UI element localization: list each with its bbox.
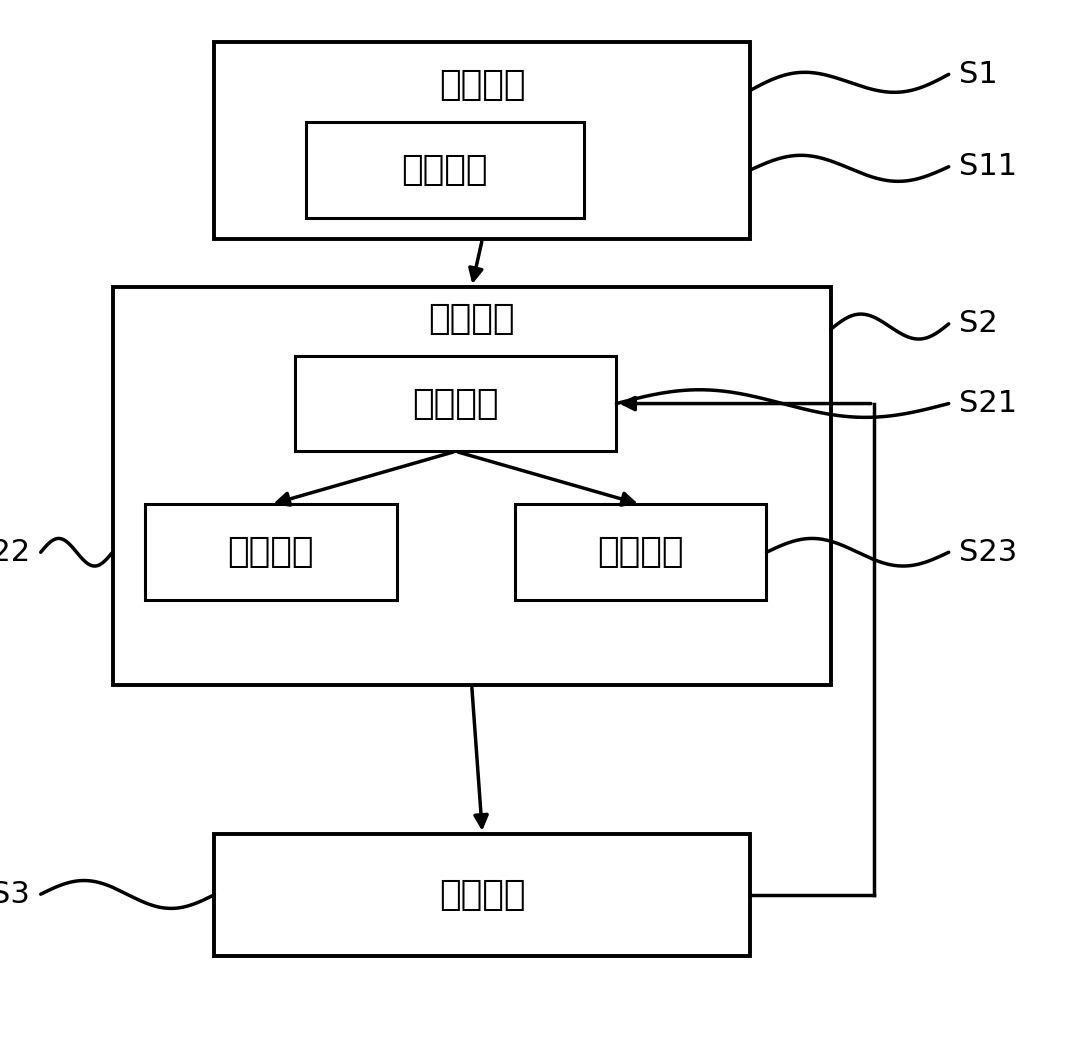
Text: 标签监控: 标签监控	[440, 877, 525, 912]
Text: 标签添加: 标签添加	[597, 535, 684, 569]
Bar	[295, 356, 616, 451]
Text: 标签配置: 标签配置	[429, 302, 515, 336]
Bar	[214, 834, 750, 956]
Text: 标签启动: 标签启动	[440, 68, 525, 102]
Text: 阈値判断: 阈値判断	[413, 387, 498, 421]
Text: S21: S21	[959, 389, 1017, 418]
Text: S3: S3	[0, 879, 30, 909]
Text: 节点影射: 节点影射	[402, 153, 488, 187]
Text: S2: S2	[959, 309, 998, 339]
Bar	[214, 42, 750, 239]
Bar	[306, 122, 584, 218]
Text: 标签删除: 标签删除	[227, 535, 314, 569]
Bar	[515, 504, 766, 600]
Bar	[113, 287, 831, 685]
Text: S23: S23	[959, 537, 1017, 567]
Text: S22: S22	[0, 537, 30, 567]
Text: S11: S11	[959, 152, 1017, 182]
Text: S1: S1	[959, 59, 998, 89]
Bar	[145, 504, 397, 600]
